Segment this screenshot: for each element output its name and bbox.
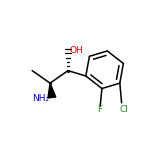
Text: OH: OH	[70, 47, 83, 55]
Text: NH₂: NH₂	[32, 94, 49, 103]
Text: Cl: Cl	[120, 105, 129, 114]
Text: F: F	[97, 105, 102, 114]
Polygon shape	[48, 83, 56, 98]
